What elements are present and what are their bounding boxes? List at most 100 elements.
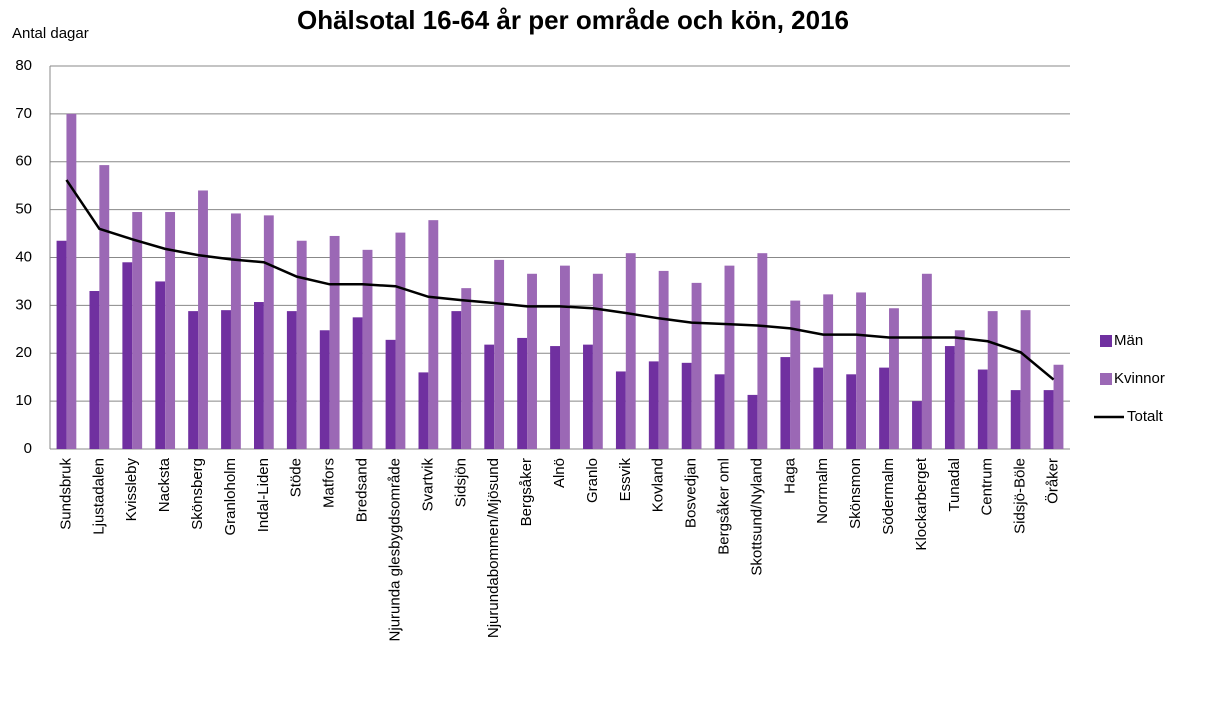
bar [461,288,472,449]
bar [912,401,922,449]
bar [188,311,199,449]
line [65,179,1055,381]
x-tick-label: Sidsjön [452,458,469,507]
y-tick-label: 50 [15,201,32,218]
bar [560,265,570,449]
bar [987,311,998,449]
bar [1010,390,1021,449]
bar [230,213,241,449]
bar [889,308,899,449]
x-tick-label: Stöde [288,458,305,497]
chart-title: Ohälsotal 16-64 år per område och kön, 2… [297,5,849,35]
x-tick-label: Skottsund/Nyland [748,458,765,576]
bar [823,294,834,449]
x-tick-label: Bredsand [354,458,371,522]
bar [66,113,77,449]
bar [352,317,363,449]
bar [658,270,669,449]
bar [428,220,439,449]
x-tick-label: Skönsberg [189,458,206,530]
legend-swatch [1100,335,1112,347]
bar [451,311,462,449]
x-tick-label: Njurundabommen/Mjösund [485,458,502,638]
bar [550,346,560,449]
x-tick-label: Sundsbruk [57,458,74,530]
bar [89,291,100,449]
bar [484,344,495,449]
x-tick-label: Granlo [584,458,601,503]
x-tick-label: Ljustadalen [90,458,107,535]
bar [286,311,297,449]
bar [198,190,208,449]
bar [846,374,857,449]
x-tick-label: Kvissleby [123,458,140,522]
bar [583,344,593,449]
bar [856,292,866,449]
y-tick-label: 20 [15,344,32,361]
bar [648,361,659,449]
x-tick-label: Bergsåker [518,458,535,526]
bar [99,165,110,449]
y-tick-label: 70 [15,105,32,122]
y-tick-label: 40 [15,248,32,265]
y-tick-label: 80 [15,57,32,74]
bar [780,357,791,449]
x-tick-label: Skönsmon [847,458,864,529]
bar [1053,364,1064,449]
bar [329,235,340,449]
x-tick-label: Öråker [1044,458,1062,504]
bar [132,212,143,449]
y-axis-label: Antal dagar [12,25,89,42]
x-tick-label: Sidsjö-Böle [1012,458,1029,534]
bar [615,371,626,449]
bar [362,249,373,449]
y-tick-label: 0 [24,440,32,457]
x-tick-label: Haga [781,457,798,494]
y-tick-label: 30 [15,296,32,313]
bar [263,215,274,449]
bar [954,330,965,449]
x-tick-label: Essvik [617,458,634,502]
bar [879,367,890,449]
bar [691,282,702,449]
legend-label: Män [1114,332,1143,349]
bar [165,212,176,449]
bar [724,265,735,449]
legend-label: Totalt [1127,408,1164,425]
bar [747,394,758,449]
y-tick-label: 60 [15,153,32,170]
x-tick-label: Kovland [650,458,667,512]
x-tick-label: Klockarberget [913,457,930,550]
bar [714,374,725,449]
bar [757,253,768,449]
y-tick-label: 10 [15,392,32,409]
x-tick-label: Matfors [321,458,338,508]
x-tick-label: Bergsåker oml [715,458,732,555]
x-tick-label: Södermalm [880,458,897,535]
bar [813,367,824,449]
bar [385,339,396,449]
bar [527,273,537,449]
bar [319,330,330,449]
bar [944,346,955,449]
bar [395,232,406,449]
bar [494,259,505,449]
bar [122,262,133,449]
bar [592,273,603,449]
x-tick-label: Bosvedjan [683,458,700,528]
bar [977,369,988,449]
legend-label: Kvinnor [1114,370,1165,387]
bar [155,281,166,449]
bar [625,253,636,449]
bar [418,372,429,449]
x-tick-label: Centrum [979,458,996,516]
bar [221,310,231,449]
bar [790,300,801,449]
x-tick-label: Norrmalm [814,458,831,524]
x-tick-label: Indal-Liden [255,458,272,532]
x-tick-label: Njurunda glesbygdsområde [386,458,403,641]
bar [1020,310,1031,449]
bar [254,302,264,449]
x-tick-label: Tunadal [946,458,963,512]
